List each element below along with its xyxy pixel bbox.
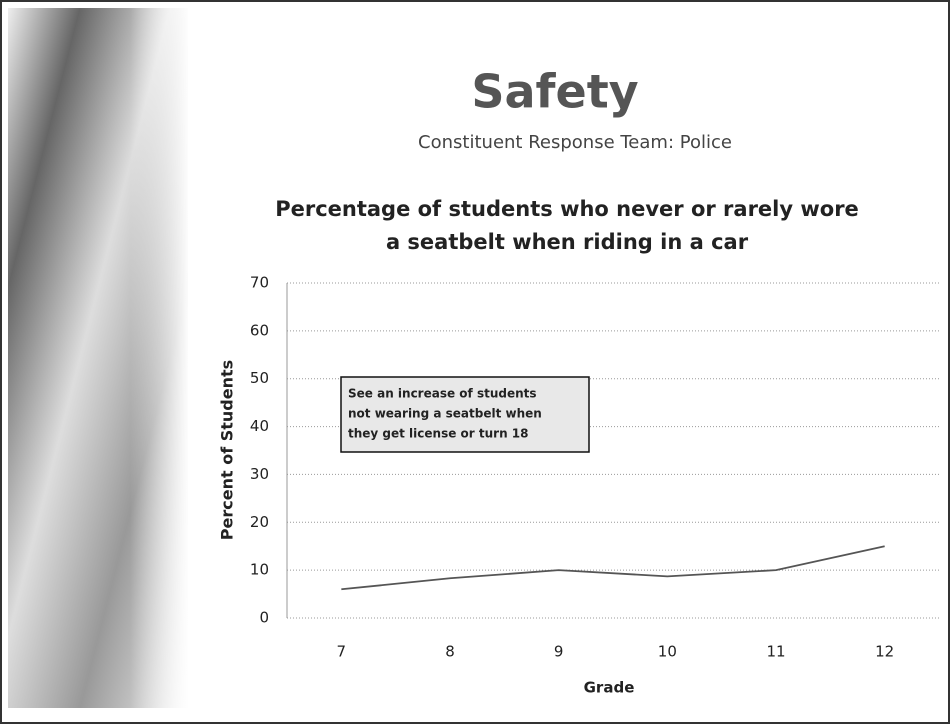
x-tick-label: 8 <box>445 643 455 661</box>
y-tick-label: 0 <box>259 609 269 627</box>
annotation-box <box>340 376 590 453</box>
slide-title: Safety <box>471 65 638 119</box>
y-tick-label: 70 <box>250 274 269 292</box>
chart-title: a seatbelt when riding in a car <box>386 230 749 254</box>
x-tick-label: 9 <box>554 643 564 661</box>
y-tick-label: 50 <box>250 369 269 387</box>
x-tick-label: 12 <box>875 643 894 661</box>
x-tick-label: 11 <box>766 643 785 661</box>
annotation-text: they get license or turn 18 <box>348 427 529 441</box>
slide-subtitle: Constituent Response Team: Police <box>418 132 732 153</box>
x-tick-label: 10 <box>658 643 677 661</box>
annotation-text: See an increase of students <box>348 387 537 401</box>
image-fade <box>130 8 190 708</box>
chart-title: Percentage of students who never or rare… <box>275 197 859 221</box>
y-tick-label: 10 <box>250 561 269 579</box>
annotation-text: not wearing a seatbelt when <box>348 407 542 421</box>
y-axis-label: Percent of Students <box>218 360 237 540</box>
x-tick-label: 7 <box>337 643 347 661</box>
y-tick-label: 30 <box>250 465 269 483</box>
y-tick-label: 20 <box>250 513 269 531</box>
data-line <box>341 545 885 591</box>
x-axis-label: Grade <box>584 679 635 697</box>
y-tick-label: 40 <box>250 417 269 435</box>
y-tick-label: 60 <box>250 321 269 339</box>
